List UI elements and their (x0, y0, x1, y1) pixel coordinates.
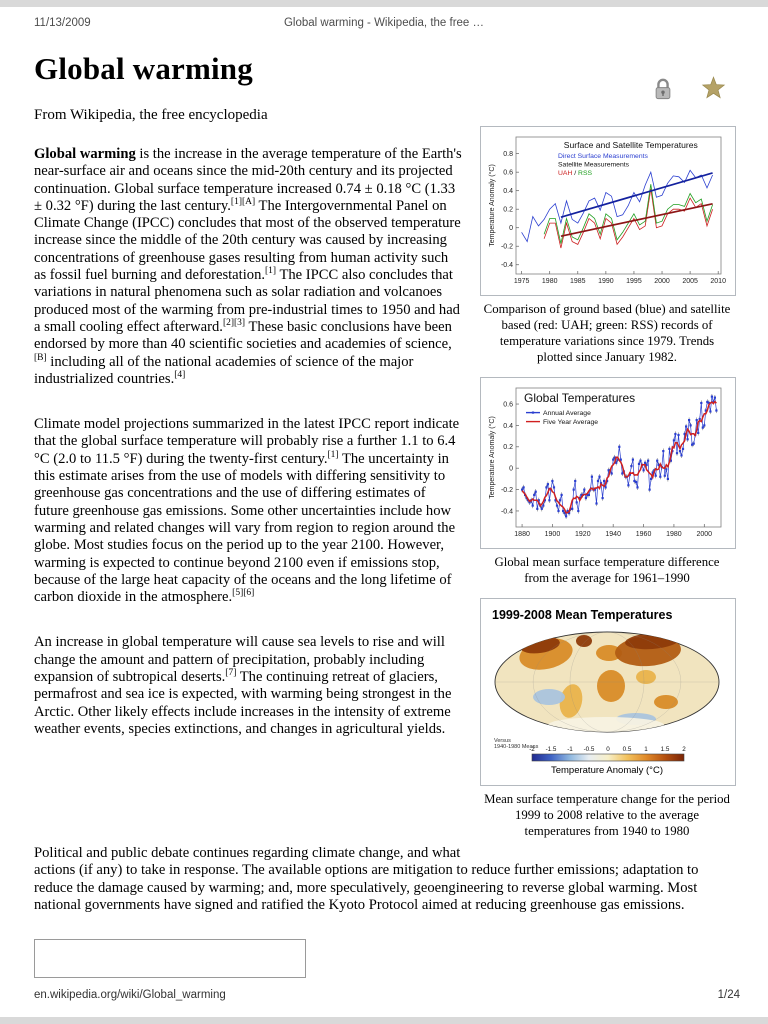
svg-text:0.4: 0.4 (503, 188, 513, 195)
svg-text:-2: -2 (529, 746, 535, 753)
svg-text:2005: 2005 (682, 278, 698, 285)
svg-text:0.4: 0.4 (503, 423, 513, 430)
svg-text:2010: 2010 (710, 278, 726, 285)
svg-text:Direct Surface Measurements: Direct Surface Measurements (558, 153, 649, 160)
svg-text:0.8: 0.8 (503, 151, 513, 158)
figure-box: 1999-2008 Mean Temperatures Versus 1940-19… (480, 598, 736, 786)
svg-text:0.5: 0.5 (623, 746, 632, 753)
figure-mean-temperature-map: 1999-2008 Mean Temperatures Versus 1940-19… (480, 598, 736, 839)
svg-text:0: 0 (509, 225, 513, 232)
page-title: Global warming (34, 51, 253, 86)
svg-text:1980: 1980 (666, 531, 682, 538)
printed-page: 11/13/2009 Global warming - Wikipedia, t… (0, 7, 768, 1017)
svg-text:Annual Average: Annual Average (543, 410, 591, 417)
surface-satellite-temperatures-chart: -0.4 -0.2 0 0.2 0.4 0.6 0.8 1975 1980 1985 1990 199… (488, 136, 726, 285)
print-footer-page-number: 1/24 (717, 989, 740, 1001)
global-temperatures-chart: -0.4 -0.2 0 0.2 0.4 0.6 1880 1900 1920 1940 1960 19… (488, 387, 722, 538)
svg-text:Satellite Measurements: Satellite Measurements (558, 162, 630, 169)
paragraph-debate: Political and public debate continues re… (34, 845, 738, 914)
svg-text:1940-1980 Means: 1940-1980 Means (494, 744, 539, 750)
featured-article-star-icon (701, 76, 726, 101)
svg-text:-0.4: -0.4 (501, 262, 513, 269)
article-body: Global warming is the increase in the av… (34, 146, 462, 766)
svg-text:Temperature Anomaly (°C): Temperature Anomaly (°C) (488, 416, 496, 499)
figure-caption: Comparison of ground based (blue) and sa… (483, 302, 731, 364)
svg-text:1990: 1990 (598, 278, 614, 285)
figure-box: -0.4 -0.2 0 0.2 0.4 0.6 1880 1900 1920 1940 1960 19… (480, 377, 736, 549)
article-tagline: From Wikipedia, the free encyclopedia (34, 107, 268, 123)
svg-text:-1.5: -1.5 (546, 746, 557, 753)
svg-text:-0.5: -0.5 (584, 746, 595, 753)
svg-text:0.6: 0.6 (503, 401, 513, 408)
svg-text:-0.2: -0.2 (501, 244, 513, 251)
svg-text:0: 0 (509, 466, 513, 473)
svg-text:0: 0 (606, 746, 610, 753)
svg-text:1999-2008 Mean Temperatures: 1999-2008 Mean Temperatures (492, 608, 672, 622)
print-footer: en.wikipedia.org/wiki/Global_warming 1/2… (34, 989, 740, 1005)
figure-surface-satellite: -0.4 -0.2 0 0.2 0.4 0.6 0.8 1975 1980 1985 1990 199… (480, 126, 736, 365)
svg-text:-0.4: -0.4 (501, 508, 513, 515)
svg-text:1: 1 (644, 746, 648, 753)
svg-text:1975: 1975 (514, 278, 530, 285)
svg-text:1880: 1880 (514, 531, 530, 538)
figure-caption: Mean surface temperature change for the … (484, 792, 730, 838)
paragraph-lead: Global warming is the increase in the av… (34, 146, 462, 387)
svg-text:Global Temperatures: Global Temperatures (524, 391, 635, 405)
svg-text:1960: 1960 (636, 531, 652, 538)
svg-text:1985: 1985 (570, 278, 586, 285)
svg-text:2000: 2000 (697, 531, 713, 538)
paragraph-debate-text: Political and public debate continues re… (34, 845, 699, 913)
svg-text:UAH / RSS: UAH / RSS (558, 170, 592, 177)
figure-global-temperatures: -0.4 -0.2 0 0.2 0.4 0.6 1880 1900 1920 1940 1960 19… (480, 377, 736, 586)
svg-text:1980: 1980 (542, 278, 558, 285)
figure-caption: Global mean surface temperature differen… (494, 555, 720, 585)
contents-box-placeholder (34, 939, 306, 978)
svg-text:0.2: 0.2 (503, 207, 513, 214)
print-header: 11/13/2009 Global warming - Wikipedia, t… (34, 17, 734, 33)
paragraph-effects: An increase in global temperature will c… (34, 634, 452, 737)
page-protection-lock-icon (652, 77, 674, 101)
svg-text:0.6: 0.6 (503, 170, 513, 177)
svg-text:-1: -1 (567, 746, 573, 753)
figure-column: -0.4 -0.2 0 0.2 0.4 0.6 0.8 1975 1980 1985 1990 199… (480, 126, 736, 851)
print-header-doc-title: Global warming - Wikipedia, the free … (283, 17, 485, 29)
svg-text:1940: 1940 (605, 531, 621, 538)
print-header-date: 11/13/2009 (34, 17, 91, 29)
svg-text:-0.2: -0.2 (501, 487, 513, 494)
print-footer-url: en.wikipedia.org/wiki/Global_warming (34, 989, 226, 1001)
mean-temperatures-world-map: 1999-2008 Mean Temperatures Versus1940-19… (492, 608, 720, 776)
svg-text:Versus: Versus (494, 738, 511, 744)
layout-spacer (466, 845, 738, 861)
svg-text:1920: 1920 (575, 531, 591, 538)
svg-text:1900: 1900 (545, 531, 561, 538)
svg-text:Temperature Anomaly (°C): Temperature Anomaly (°C) (488, 164, 496, 247)
svg-text:Temperature Anomaly (°C): Temperature Anomaly (°C) (551, 765, 663, 776)
paragraph-projections: Climate model projections summarized in … (34, 416, 460, 606)
svg-text:0.2: 0.2 (503, 444, 513, 451)
figure-box: -0.4 -0.2 0 0.2 0.4 0.6 0.8 1975 1980 1985 1990 199… (480, 126, 736, 296)
svg-text:1995: 1995 (626, 278, 642, 285)
svg-text:2: 2 (682, 746, 686, 753)
svg-text:2000: 2000 (654, 278, 670, 285)
svg-text:Surface and Satellite Temperat: Surface and Satellite Temperatures (564, 140, 698, 150)
svg-text:1.5: 1.5 (661, 746, 670, 753)
svg-text:Five Year Average: Five Year Average (543, 419, 598, 426)
